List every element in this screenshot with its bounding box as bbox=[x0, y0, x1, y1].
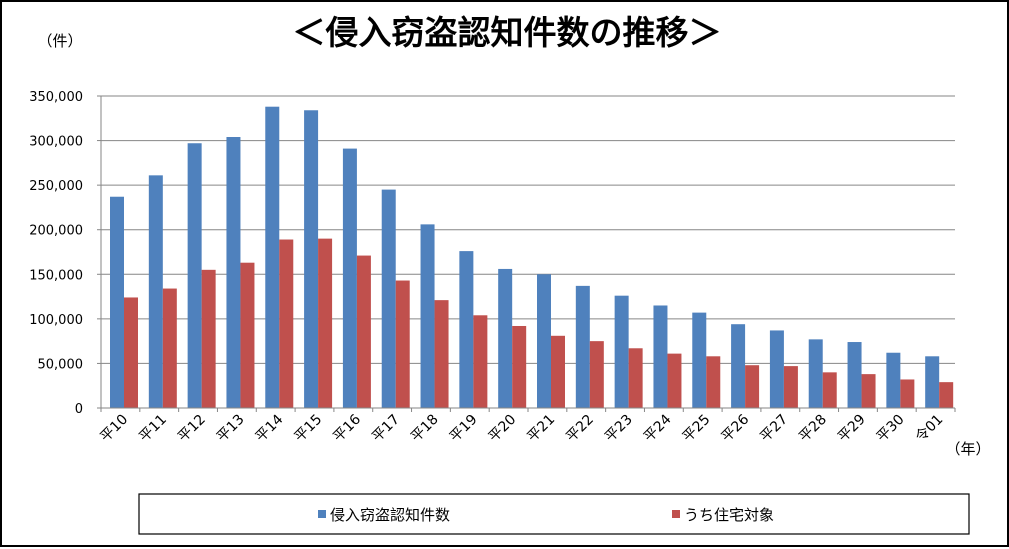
x-tick-label: 平14 bbox=[253, 411, 287, 445]
bar-residential bbox=[628, 348, 643, 408]
bar-residential bbox=[318, 238, 333, 408]
x-tick-label: 平16 bbox=[330, 411, 364, 445]
x-tick-label: 平13 bbox=[214, 412, 248, 446]
bar-total bbox=[769, 330, 784, 408]
x-tick-label: 平19 bbox=[447, 412, 481, 446]
bar-residential bbox=[434, 300, 449, 408]
y-axis-unit-label: （件） bbox=[37, 32, 82, 50]
bar-residential bbox=[783, 366, 798, 408]
legend-swatch bbox=[318, 510, 326, 518]
bar-total bbox=[692, 312, 707, 408]
y-tick-label: 200,000 bbox=[29, 224, 83, 239]
y-tick-label: 50,000 bbox=[38, 357, 84, 372]
bar-residential bbox=[395, 280, 410, 408]
x-tick-label: 平10 bbox=[97, 412, 131, 446]
x-axis-unit-label: （年） bbox=[945, 440, 990, 458]
bar-residential bbox=[861, 374, 876, 408]
legend-label: 侵入窃盗認知件数 bbox=[330, 506, 450, 524]
bar-total bbox=[498, 268, 513, 408]
axes bbox=[100, 96, 956, 412]
bar-residential bbox=[589, 341, 604, 408]
legend-label: うち住宅対象 bbox=[684, 506, 774, 524]
x-tick-label: 平15 bbox=[292, 412, 326, 446]
bar-total bbox=[187, 143, 202, 408]
bar-total bbox=[381, 189, 396, 408]
chart-title: ＜侵入窃盗認知件数の推移＞ bbox=[293, 13, 722, 52]
y-tick-label: 300,000 bbox=[29, 135, 83, 150]
bar-total bbox=[575, 285, 590, 408]
x-tick-label: 平12 bbox=[175, 412, 209, 446]
x-tick-label: 平11 bbox=[136, 412, 170, 446]
x-tick-label: 令01 bbox=[913, 412, 947, 446]
bar-total bbox=[537, 274, 551, 408]
y-tick-label: 350,000 bbox=[29, 90, 83, 105]
bar-total bbox=[731, 324, 746, 408]
bar-residential bbox=[473, 315, 488, 408]
bar-total bbox=[653, 305, 668, 408]
bar-total bbox=[459, 251, 474, 408]
bar-total bbox=[110, 196, 124, 408]
bar-total bbox=[226, 137, 241, 408]
bar-total bbox=[342, 148, 357, 408]
x-tick-label: 平23 bbox=[602, 412, 636, 446]
bar-residential bbox=[939, 382, 954, 408]
bar-residential bbox=[900, 379, 915, 408]
legend: 侵入窃盗認知件数 うち住宅対象 bbox=[318, 506, 774, 524]
bar-residential bbox=[822, 372, 837, 408]
bar-residential bbox=[124, 297, 138, 408]
bar-residential bbox=[706, 356, 721, 408]
x-tick-label: 平18 bbox=[408, 412, 442, 446]
x-tick-label: 平20 bbox=[486, 412, 520, 446]
x-tick-label: 平26 bbox=[719, 411, 753, 445]
bar-residential bbox=[356, 255, 371, 408]
y-tick-label: 250,000 bbox=[29, 179, 83, 194]
bar-residential bbox=[551, 335, 565, 408]
y-tick-label: 150,000 bbox=[29, 268, 83, 283]
bar-residential bbox=[162, 288, 177, 408]
bar-total bbox=[847, 342, 862, 408]
bar-residential bbox=[240, 262, 255, 408]
x-tick-label: 平27 bbox=[757, 412, 791, 446]
bar-residential bbox=[745, 365, 760, 408]
x-tick-label: 平21 bbox=[524, 412, 558, 446]
y-tick-label: 100,000 bbox=[29, 313, 83, 328]
x-tick-label: 平28 bbox=[796, 412, 830, 446]
bar-residential bbox=[512, 325, 527, 408]
legend-swatch bbox=[672, 510, 680, 518]
bars bbox=[110, 106, 954, 409]
bar-total bbox=[886, 352, 901, 408]
bar-residential bbox=[667, 353, 682, 408]
y-tick-label: 0 bbox=[75, 402, 83, 417]
x-tick-label: 平25 bbox=[680, 412, 714, 446]
x-tick-label: 平30 bbox=[874, 412, 908, 446]
y-axis-tick-labels: 0 50,000 100,000 150,000 200,000 250,000 300,0… bbox=[29, 90, 83, 417]
bar-total bbox=[614, 295, 629, 408]
x-tick-label: 平24 bbox=[641, 411, 675, 445]
bar-total bbox=[420, 224, 435, 408]
x-tick-label: 平29 bbox=[835, 412, 869, 446]
x-axis-tick-labels: 平10 平11 平12 平13 平14 平15 平16 平17 平18 平19 平20 平21 平22 平… bbox=[97, 411, 946, 445]
bar-total bbox=[148, 175, 163, 408]
bar-total bbox=[808, 339, 823, 408]
bar-total bbox=[265, 106, 280, 408]
x-tick-label: 平22 bbox=[563, 412, 597, 446]
bar-total bbox=[925, 356, 940, 408]
bar-residential bbox=[201, 269, 216, 408]
bar-total bbox=[304, 110, 319, 409]
legend-box bbox=[138, 493, 970, 535]
bar-residential bbox=[279, 239, 294, 408]
x-tick-label: 平17 bbox=[369, 412, 403, 446]
